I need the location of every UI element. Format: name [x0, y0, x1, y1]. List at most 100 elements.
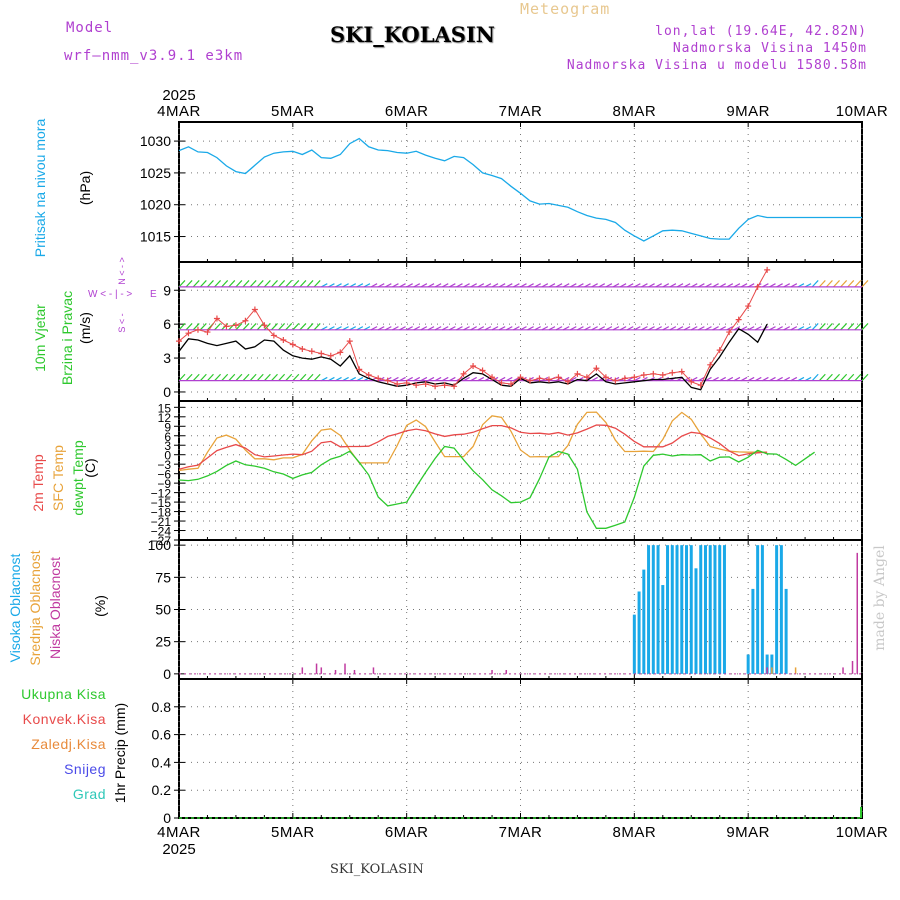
mid-cloud-bar [771, 667, 773, 674]
high-cloud-bar [775, 545, 779, 674]
y-tick-label: 9 [163, 282, 171, 298]
y-tick-label: 0.6 [152, 727, 172, 743]
y-tick-label: 9 [164, 420, 171, 434]
wind-barb [833, 373, 840, 382]
high-cloud-bar [722, 545, 726, 674]
wind-barb [199, 322, 207, 331]
wind-barb [199, 373, 207, 382]
wind-barb [285, 280, 293, 288]
wind-speed-line [178, 323, 768, 391]
wind-barb [178, 280, 186, 288]
chart-title: Meteogram [520, 0, 611, 18]
x-tick-label-top: 7MAR [499, 103, 543, 120]
y-tick-label: 1020 [140, 197, 171, 213]
y-tick-label: 0 [163, 384, 171, 400]
y-tick-label: −15 [151, 496, 172, 510]
legend-snow: Snijeg [64, 761, 106, 777]
legend-freezing-rain: Zaledj.Kisa [31, 736, 106, 752]
wind-barb [825, 322, 833, 331]
wind-barb [313, 373, 321, 382]
gust-marker [176, 338, 182, 345]
y-tick-label: 3 [163, 350, 171, 366]
high-cloud-bar [713, 545, 717, 674]
wind-barb [263, 373, 271, 382]
y-tick-label: 75 [155, 569, 171, 585]
wind-barb [271, 322, 278, 331]
wind-barb [854, 280, 862, 288]
y-tick-label: 15 [158, 401, 172, 415]
wind-barb [242, 373, 250, 382]
y-tick-label: 1030 [140, 133, 171, 149]
compass-north: N < - > [117, 257, 127, 285]
wind-barb [271, 280, 278, 288]
x-tick-label-top: 8MAR [612, 103, 656, 120]
y-tick-label: 100 [148, 537, 172, 553]
wind-barb [214, 322, 222, 331]
y-tick-label: −18 [151, 506, 172, 520]
wind-barb [811, 280, 819, 288]
y-tick-label: 1025 [140, 165, 171, 181]
wind-barb [256, 280, 264, 288]
wind-barb [299, 322, 307, 331]
wind-barb [292, 280, 300, 288]
high-cloud-bar [718, 545, 722, 674]
y-tick-label: 6 [163, 316, 171, 332]
y-tick-label: −6 [157, 468, 171, 482]
wind-barb [861, 373, 869, 382]
wind-barb [214, 280, 222, 288]
wind-barb [299, 280, 307, 288]
legend-hail: Grad [72, 786, 106, 802]
wind-barb [861, 280, 869, 288]
wind-barb [833, 322, 840, 331]
x-tick-label-top: 9MAR [726, 103, 770, 120]
low-cloud-bar [320, 667, 323, 674]
wind-barb [256, 373, 264, 382]
wind-barb [214, 373, 222, 382]
high-cloud-bar [651, 545, 655, 674]
x-tick-label-bottom: 5MAR [271, 824, 315, 841]
y-tick-label: −24 [151, 525, 172, 539]
compass-south: S < - [117, 313, 127, 332]
high-cloud-bar [666, 545, 670, 674]
high-cloud-bar [770, 654, 774, 674]
year-label-top: 2025 [162, 87, 195, 104]
pressure-line [178, 137, 862, 242]
elevation: Nadmorska Visina 1450m [672, 41, 867, 56]
wind-barb [228, 322, 236, 331]
y-tick-label: 0 [163, 666, 171, 682]
wind-barb [278, 373, 286, 382]
mid-cloud-bar [794, 667, 797, 674]
wind-barb [285, 322, 293, 331]
x-tick-label-bottom: 7MAR [499, 824, 543, 841]
low-cloud-bar [315, 663, 318, 674]
wind-barb [221, 373, 229, 382]
wind-barb [228, 280, 236, 288]
wind-barb [313, 322, 321, 331]
y-tick-label: −9 [157, 477, 171, 491]
wind-barb [249, 322, 257, 331]
wind-barb [292, 373, 300, 382]
high-cloud-bar [637, 591, 641, 674]
wind-barb [840, 280, 848, 288]
wind-barb [292, 322, 300, 331]
high-cloud-bar [765, 654, 769, 674]
y-tick-label: 6 [164, 430, 171, 444]
model-label: Model [66, 20, 114, 36]
wind-barb [847, 280, 855, 288]
high-cloud-bar [661, 585, 665, 674]
wind-barb [221, 280, 229, 288]
low-cloud-bar [766, 667, 768, 674]
wind-barb [185, 322, 193, 331]
panel-frame-0 [178, 121, 863, 263]
gust-line [178, 269, 768, 387]
low-cloud-bar [842, 667, 844, 674]
wind-barb [185, 280, 193, 288]
low-cloud-bar [856, 552, 859, 674]
y-tick-label: 0 [163, 810, 171, 826]
high-cloud-bar [703, 545, 707, 674]
wind-barb [242, 322, 250, 331]
wind-barb [811, 322, 819, 331]
coordinates: lon,lat (19.64E, 42.82N) [655, 24, 867, 39]
wind-barb [256, 322, 264, 331]
y-tick-label: 12 [158, 411, 172, 425]
